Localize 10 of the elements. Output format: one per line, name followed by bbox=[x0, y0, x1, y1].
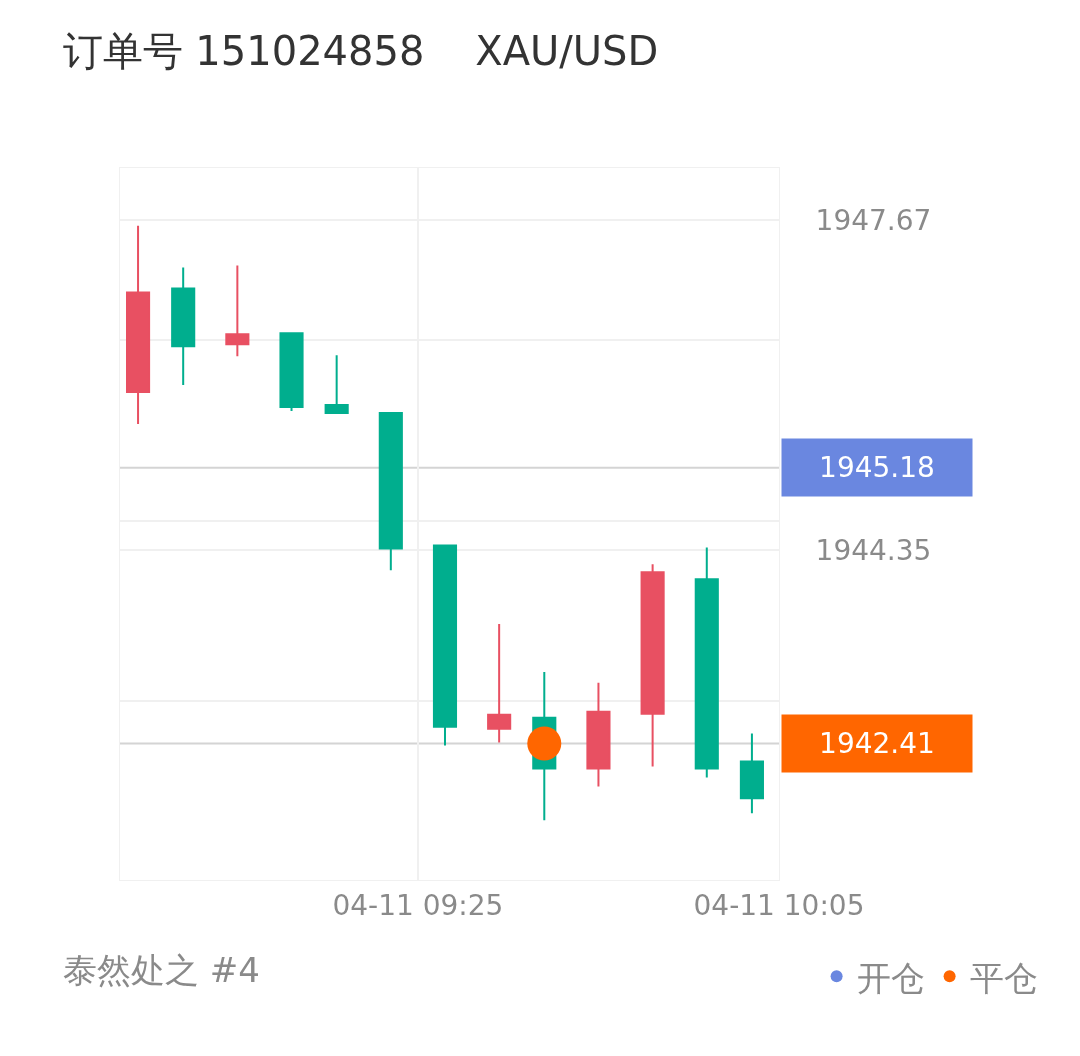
y-tick-label: 1947.67 bbox=[815, 203, 932, 237]
legend-label: 开仓 bbox=[856, 957, 925, 998]
text: 泰然处之 #4 bbox=[63, 950, 260, 990]
x-tick-label: 04-11 10:05 bbox=[693, 888, 865, 922]
chart-title: 订单号 151024858 XAU/USD bbox=[62, 27, 659, 74]
ref-line-label: 1945.18 bbox=[819, 451, 935, 484]
legend-label: 平仓 bbox=[969, 957, 1038, 998]
y-tick-label: 1944.35 bbox=[815, 534, 932, 568]
ref-line-label: 1942.41 bbox=[819, 727, 935, 760]
x-tick-label: 04-11 09:25 bbox=[332, 888, 504, 922]
